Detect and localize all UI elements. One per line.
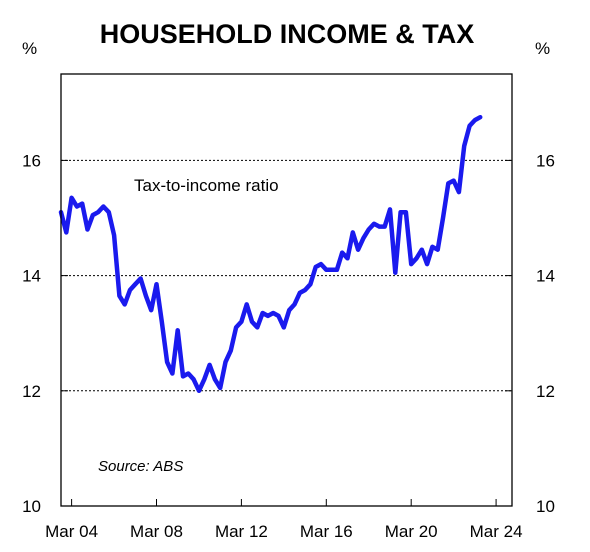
y-tick-label-right: 16 (536, 151, 555, 170)
gridlines (61, 159, 512, 392)
x-tick-label: Mar 16 (300, 522, 353, 541)
series-line-tax-to-income-ratio (58, 114, 483, 394)
series-layer (58, 114, 483, 394)
y-unit-right: % (535, 39, 550, 58)
y-tick-label-left: 10 (22, 497, 41, 516)
y-tick-label-right: 12 (536, 382, 555, 401)
x-tick-label: Mar 04 (45, 522, 98, 541)
y-unit-left: % (22, 39, 37, 58)
x-tick-label: Mar 24 (470, 522, 523, 541)
chart-title: HOUSEHOLD INCOME & TAX (100, 19, 475, 49)
y-tick-label-right: 10 (536, 497, 555, 516)
x-tick-label: Mar 08 (130, 522, 183, 541)
y-tick-label-left: 16 (22, 151, 41, 170)
y-tick-label-right: 14 (536, 267, 555, 286)
series-annotation: Tax-to-income ratio (134, 176, 279, 195)
y-tick-label-left: 12 (22, 382, 41, 401)
y-axis-ticks: 10 10 12 12 14 14 16 16 (22, 151, 555, 516)
source-note: Source: ABS (98, 458, 183, 475)
y-tick-label-left: 14 (22, 267, 41, 286)
x-tick-label: Mar 20 (385, 522, 438, 541)
x-tick-label: Mar 12 (215, 522, 268, 541)
x-axis-ticks: Mar 04 Mar 08 Mar 12 Mar 16 Mar 20 Mar 24 (45, 499, 523, 541)
plot-frame (60, 73, 513, 507)
